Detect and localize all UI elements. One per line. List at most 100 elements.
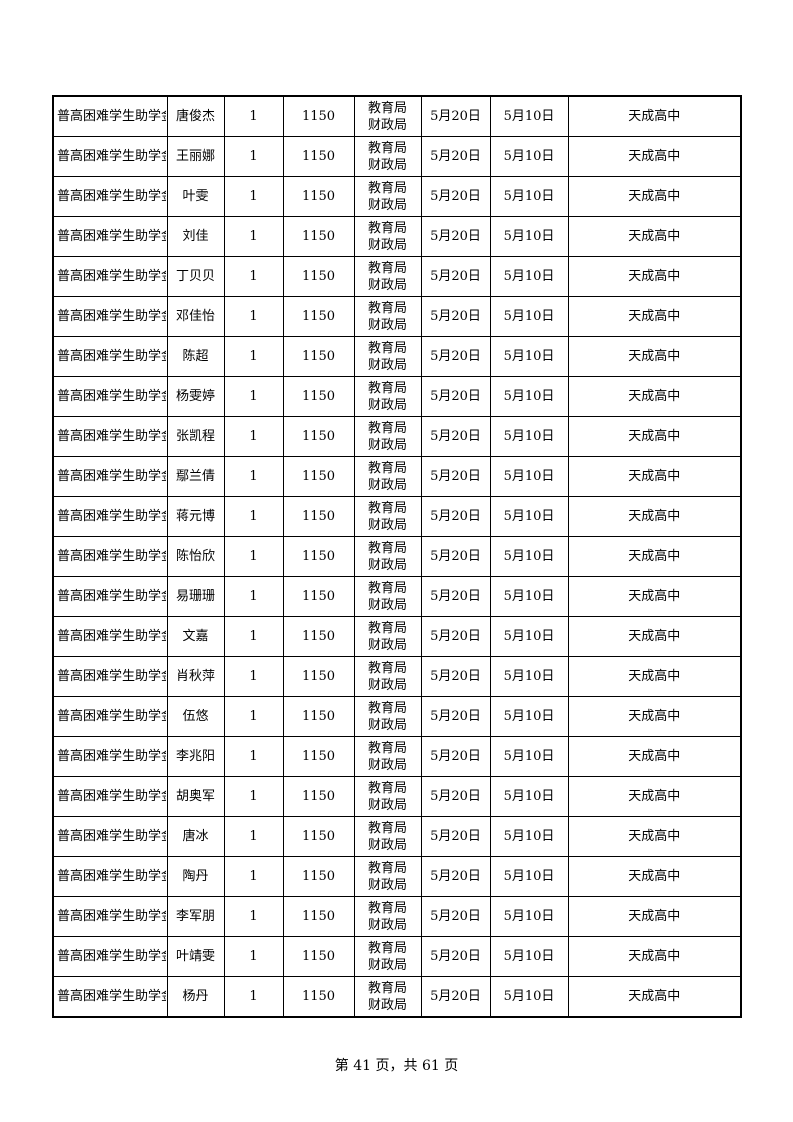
school-cell: 天成高中 xyxy=(567,936,742,977)
cell-text: 1150 xyxy=(301,269,336,284)
cell-text: 1 xyxy=(249,429,258,444)
date-cell: 5月10日 xyxy=(489,176,569,217)
cell-text: 1 xyxy=(249,269,258,284)
table-row: 普高困难学生助学金 陈超 1 1150 教育局财政局 5月20日 5月10日 天成高中 xyxy=(52,336,742,377)
student-name-cell: 陈超 xyxy=(166,336,225,377)
funding-source-cell: 教育局财政局 xyxy=(353,936,422,977)
date-cell: 5月20日 xyxy=(420,976,491,1018)
date-cell: 5月20日 xyxy=(420,896,491,937)
subsidy-type-cell: 普高困难学生助学金 xyxy=(52,656,168,697)
cell-text: 唐俊杰 xyxy=(175,109,215,124)
cell-text: 教育局财政局 xyxy=(367,820,407,853)
subsidy-type-cell: 普高困难学生助学金 xyxy=(52,856,168,897)
amount-cell: 1150 xyxy=(282,536,355,577)
date-cell: 5月10日 xyxy=(489,416,569,457)
date-cell: 5月10日 xyxy=(489,736,569,777)
cell-text: 李军朋 xyxy=(175,909,215,924)
table-body: 普高困难学生助学金 唐俊杰 1 1150 教育局财政局 5月20日 5月10日 天成高中 普高困… xyxy=(52,95,742,1018)
cell-text: 5月10日 xyxy=(503,549,555,564)
cell-text: 普高困难学生助学金 xyxy=(57,229,166,244)
cell-text: 教育局财政局 xyxy=(367,380,407,413)
cell-text: 普高困难学生助学金 xyxy=(57,749,166,764)
amount-cell: 1150 xyxy=(282,456,355,497)
cell-text: 教育局财政局 xyxy=(367,500,407,533)
date-cell: 5月20日 xyxy=(420,616,491,657)
cell-text: 5月10日 xyxy=(503,789,555,804)
cell-text: 肖秋萍 xyxy=(175,669,215,684)
date-cell: 5月10日 xyxy=(489,256,569,297)
school-cell: 天成高中 xyxy=(567,456,742,497)
count-cell: 1 xyxy=(223,296,284,337)
cell-text: 5月20日 xyxy=(430,429,481,444)
subsidy-type-cell: 普高困难学生助学金 xyxy=(52,376,168,417)
cell-text: 5月20日 xyxy=(430,549,481,564)
date-cell: 5月10日 xyxy=(489,136,569,177)
amount-cell: 1150 xyxy=(282,976,355,1018)
student-name-cell: 唐俊杰 xyxy=(166,95,225,137)
amount-cell: 1150 xyxy=(282,656,355,697)
subsidy-type-cell: 普高困难学生助学金 xyxy=(52,95,168,137)
cell-text: 5月10日 xyxy=(503,269,555,284)
cell-text: 5月20日 xyxy=(430,349,481,364)
count-cell: 1 xyxy=(223,456,284,497)
funding-source-cell: 教育局财政局 xyxy=(353,136,422,177)
cell-text: 鄢兰倩 xyxy=(175,469,215,484)
cell-text: 1 xyxy=(249,309,258,324)
date-cell: 5月20日 xyxy=(420,216,491,257)
school-cell: 天成高中 xyxy=(567,336,742,377)
table-row: 普高困难学生助学金 李兆阳 1 1150 教育局财政局 5月20日 5月10日 天成高中 xyxy=(52,736,742,777)
subsidy-type-cell: 普高困难学生助学金 xyxy=(52,736,168,777)
cell-text: 普高困难学生助学金 xyxy=(57,189,166,204)
cell-text: 教育局财政局 xyxy=(367,940,407,973)
count-cell: 1 xyxy=(223,816,284,857)
cell-text: 1 xyxy=(249,469,258,484)
cell-text: 易珊珊 xyxy=(175,589,215,604)
amount-cell: 1150 xyxy=(282,496,355,537)
student-name-cell: 叶靖雯 xyxy=(166,936,225,977)
cell-text: 李兆阳 xyxy=(175,749,215,764)
amount-cell: 1150 xyxy=(282,296,355,337)
cell-text: 普高困难学生助学金 xyxy=(57,389,166,404)
cell-text: 1150 xyxy=(301,589,336,604)
cell-text: 天成高中 xyxy=(628,669,681,684)
cell-text: 1 xyxy=(249,229,258,244)
cell-text: 普高困难学生助学金 xyxy=(57,549,166,564)
cell-text: 普高困难学生助学金 xyxy=(57,669,166,684)
subsidy-table: 普高困难学生助学金 唐俊杰 1 1150 教育局财政局 5月20日 5月10日 天成高中 普高困… xyxy=(52,95,742,1018)
cell-text: 1150 xyxy=(301,989,336,1004)
cell-text: 1 xyxy=(249,109,258,124)
date-cell: 5月10日 xyxy=(489,296,569,337)
cell-text: 教育局财政局 xyxy=(367,660,407,693)
cell-text: 教育局财政局 xyxy=(367,100,407,133)
date-cell: 5月20日 xyxy=(420,736,491,777)
cell-text: 普高困难学生助学金 xyxy=(57,829,166,844)
cell-text: 1150 xyxy=(301,869,336,884)
date-cell: 5月10日 xyxy=(489,896,569,937)
cell-text: 1150 xyxy=(301,229,336,244)
subsidy-type-cell: 普高困难学生助学金 xyxy=(52,456,168,497)
date-cell: 5月20日 xyxy=(420,336,491,377)
cell-text: 天成高中 xyxy=(628,469,681,484)
amount-cell: 1150 xyxy=(282,256,355,297)
funding-source-cell: 教育局财政局 xyxy=(353,776,422,817)
subsidy-type-cell: 普高困难学生助学金 xyxy=(52,176,168,217)
cell-text: 5月10日 xyxy=(503,629,555,644)
date-cell: 5月20日 xyxy=(420,256,491,297)
cell-text: 1150 xyxy=(301,389,336,404)
date-cell: 5月10日 xyxy=(489,216,569,257)
school-cell: 天成高中 xyxy=(567,656,742,697)
count-cell: 1 xyxy=(223,536,284,577)
cell-text: 1150 xyxy=(301,909,336,924)
funding-source-cell: 教育局财政局 xyxy=(353,376,422,417)
funding-source-cell: 教育局财政局 xyxy=(353,496,422,537)
cell-text: 伍悠 xyxy=(182,709,209,724)
date-cell: 5月10日 xyxy=(489,496,569,537)
cell-text: 普高困难学生助学金 xyxy=(57,469,166,484)
cell-text: 1150 xyxy=(301,189,336,204)
date-cell: 5月10日 xyxy=(489,95,569,137)
count-cell: 1 xyxy=(223,936,284,977)
count-cell: 1 xyxy=(223,95,284,137)
cell-text: 教育局财政局 xyxy=(367,540,407,573)
cell-text: 唐冰 xyxy=(182,829,209,844)
cell-text: 普高困难学生助学金 xyxy=(57,949,166,964)
